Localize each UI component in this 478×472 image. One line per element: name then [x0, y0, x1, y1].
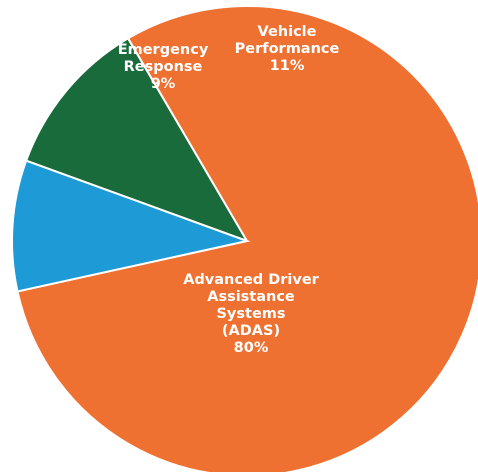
- pie-label-line: Advanced Driver: [183, 272, 319, 288]
- pie-labels: Vehicle Performance 11% Advanced Driver Assi…: [118, 24, 340, 356]
- pie-label-line: (ADAS): [222, 323, 280, 339]
- pie-label-line: Vehicle: [258, 24, 317, 40]
- pie-label-vehicle-performance: Vehicle Performance 11%: [235, 24, 340, 74]
- pie-value-label: 9%: [151, 76, 176, 92]
- pie-label-line: Response: [124, 59, 203, 75]
- pie-slices: [11, 5, 478, 472]
- pie-label-emergency-response: Emergency Response 9%: [118, 42, 209, 92]
- pie-label-line: Emergency: [118, 42, 209, 58]
- pie-slice-advanced-driver-assistance-systems-adas: [16, 5, 478, 472]
- pie-label-line: Performance: [235, 41, 340, 57]
- pie-value-label: 80%: [234, 340, 269, 356]
- pie-label-line: Assistance: [207, 289, 295, 305]
- pie-value-label: 11%: [270, 58, 305, 74]
- pie-slice-vehicle-performance: [24, 36, 250, 243]
- pie-slice-emergency-response: [11, 159, 251, 293]
- pie-label-line: Systems: [216, 306, 285, 322]
- pie-label-advanced-driver-assistance-systems-adas: Advanced Driver Assistance Systems (ADAS) 80…: [183, 272, 319, 356]
